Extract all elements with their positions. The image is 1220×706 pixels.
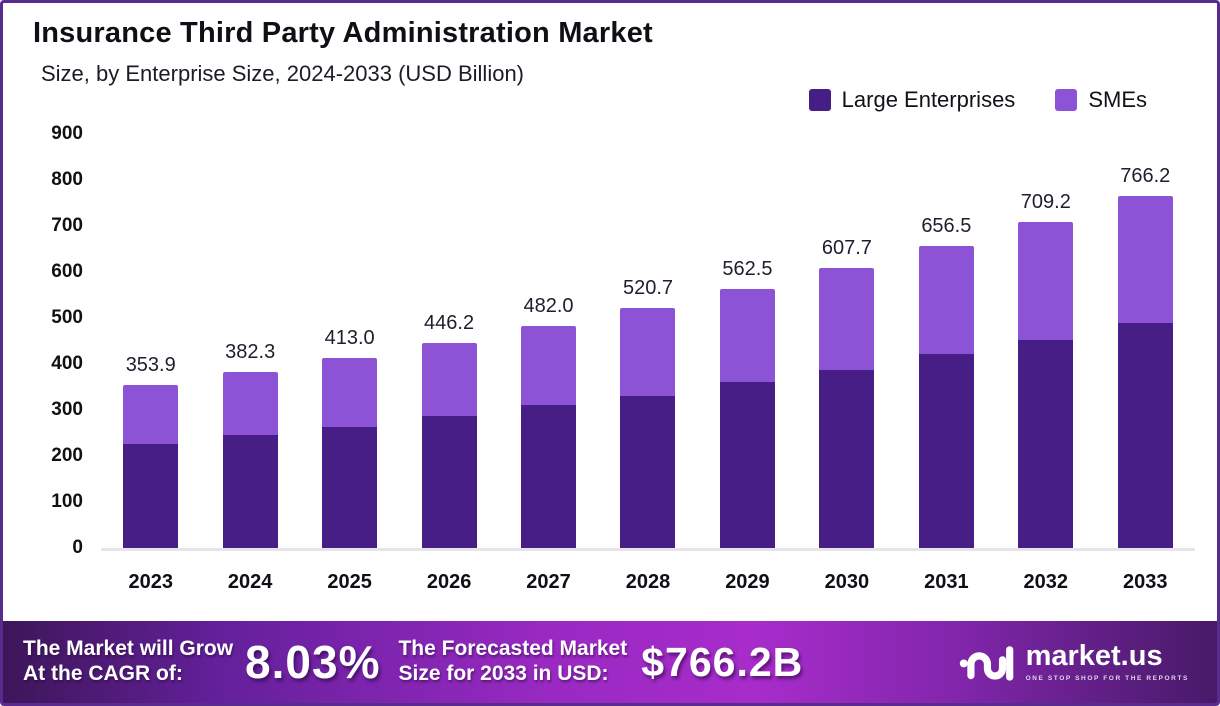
legend-label-smes: SMEs bbox=[1088, 87, 1147, 112]
cagr-label-line2: At the CAGR of: bbox=[23, 662, 183, 685]
bar-segment-large-enterprises-2030 bbox=[819, 369, 875, 548]
bar-segment-large-enterprises-2031 bbox=[918, 354, 974, 548]
bar-value-2029: 562.5 bbox=[722, 258, 773, 281]
x-tick-2030: 2030 bbox=[824, 571, 870, 593]
x-tick-2029: 2029 bbox=[725, 571, 770, 593]
cagr-label: The Market will Grow At the CAGR of: bbox=[23, 637, 233, 687]
bar-value-2033: 766.2 bbox=[1120, 164, 1171, 187]
bar-2024: 382.3 2024 bbox=[222, 134, 278, 593]
bar-2031: 656.5 2031 bbox=[918, 134, 974, 593]
logo-tagline: ONE STOP SHOP FOR THE REPORTS bbox=[1025, 675, 1189, 682]
bar-segment-large-enterprises-2033 bbox=[1117, 323, 1173, 548]
y-tick-700: 700 bbox=[51, 215, 83, 236]
x-tick-2032: 2032 bbox=[1023, 571, 1069, 593]
legend-swatch-smes bbox=[1055, 89, 1078, 111]
bar-segment-large-enterprises-2026 bbox=[421, 416, 477, 548]
bar-segment-large-enterprises-2032 bbox=[1018, 340, 1074, 548]
y-tick-0: 0 bbox=[72, 537, 83, 558]
bar-segment-large-enterprises-2025 bbox=[322, 426, 378, 548]
bar-segment-large-enterprises-2028 bbox=[620, 396, 676, 548]
y-tick-800: 800 bbox=[51, 169, 83, 190]
bar-2032: 709.2 2032 bbox=[1018, 134, 1074, 593]
bar-value-2026: 446.2 bbox=[424, 311, 475, 334]
forecast-label-line2: Size for 2033 in USD: bbox=[398, 662, 609, 685]
bar-segment-smes-2030 bbox=[819, 268, 875, 370]
bar-2027: 482.0 2027 bbox=[521, 134, 577, 593]
y-tick-400: 400 bbox=[51, 353, 83, 374]
bar-2026: 446.2 2026 bbox=[421, 134, 477, 593]
bar-segment-smes-2025 bbox=[322, 358, 378, 427]
bar-segment-large-enterprises-2023 bbox=[123, 444, 179, 548]
x-tick-2025: 2025 bbox=[327, 571, 372, 593]
bar-segment-smes-2032 bbox=[1018, 221, 1074, 341]
chart-title: Insurance Third Party Administration Mar… bbox=[33, 17, 653, 49]
x-tick-2023: 2023 bbox=[128, 571, 173, 593]
bar-segment-smes-2026 bbox=[421, 342, 477, 417]
bar-value-2024: 382.3 bbox=[225, 341, 276, 364]
x-tick-2028: 2028 bbox=[625, 571, 671, 593]
bar-segment-large-enterprises-2029 bbox=[719, 382, 775, 548]
x-tick-2027: 2027 bbox=[526, 571, 571, 593]
bar-2025: 413.0 2025 bbox=[322, 134, 378, 593]
legend-label-large-enterprises: Large Enterprises bbox=[841, 87, 1016, 112]
bar-2028: 520.7 2028 bbox=[620, 134, 676, 593]
marketus-logo: market.us ONE STOP SHOP FOR THE REPORTS bbox=[958, 639, 1197, 685]
plot-area: 353.9 2023 382.3 2024 413.0 2025 446.2 2026 482.… bbox=[101, 134, 1195, 593]
forecast-value: $766.2B bbox=[641, 638, 804, 685]
y-tick-600: 600 bbox=[51, 261, 83, 282]
bar-2030: 607.7 2030 bbox=[819, 134, 875, 593]
legend-item-large-enterprises: Large Enterprises bbox=[808, 87, 1016, 113]
marketus-logo-icon bbox=[959, 646, 1013, 681]
y-tick-300: 300 bbox=[51, 399, 83, 420]
y-tick-900: 900 bbox=[51, 123, 83, 144]
bar-segment-smes-2028 bbox=[620, 308, 676, 397]
bar-value-2031: 656.5 bbox=[921, 215, 972, 238]
bar-value-2027: 482.0 bbox=[523, 295, 574, 318]
y-tick-500: 500 bbox=[51, 307, 83, 328]
logo-text-block: market.us ONE STOP SHOP FOR THE REPORTS bbox=[1025, 640, 1189, 683]
bar-2033: 766.2 2033 bbox=[1117, 134, 1173, 593]
bar-segment-smes-2029 bbox=[719, 289, 775, 383]
x-tick-2033: 2033 bbox=[1123, 571, 1168, 593]
x-tick-2031: 2031 bbox=[924, 571, 969, 593]
bar-segment-large-enterprises-2027 bbox=[521, 405, 577, 548]
bar-segment-large-enterprises-2024 bbox=[222, 435, 278, 548]
bar-value-2023: 353.9 bbox=[125, 354, 176, 377]
logo-text: market.us bbox=[1025, 640, 1163, 672]
x-tick-2024: 2024 bbox=[227, 571, 273, 593]
footer-banner: The Market will Grow At the CAGR of: 8.0… bbox=[3, 621, 1217, 703]
forecast-label-line1: The Forecasted Market bbox=[398, 637, 628, 661]
y-axis: 0 100 200 300 400 500 600 700 800 900 bbox=[17, 123, 83, 558]
bar-2023: 353.9 2023 bbox=[123, 134, 179, 593]
bar-value-2025: 413.0 bbox=[324, 327, 375, 350]
chart-subtitle: Size, by Enterprise Size, 2024-2033 (USD… bbox=[41, 61, 525, 86]
cagr-value: 8.03% bbox=[245, 636, 381, 688]
bar-segment-smes-2024 bbox=[222, 372, 278, 436]
bar-value-2030: 607.7 bbox=[821, 237, 872, 260]
y-tick-200: 200 bbox=[51, 445, 83, 466]
bar-segment-smes-2023 bbox=[123, 385, 179, 445]
bar-value-2028: 520.7 bbox=[622, 277, 674, 300]
legend-swatch-large-enterprises bbox=[808, 89, 831, 111]
forecast-label: The Forecasted Market Size for 2033 in U… bbox=[398, 637, 627, 687]
bar-segment-smes-2027 bbox=[521, 326, 577, 406]
legend: Large Enterprises SMEs bbox=[808, 87, 1147, 113]
x-tick-2026: 2026 bbox=[426, 571, 472, 593]
cagr-label-line1: The Market will Grow bbox=[23, 637, 234, 661]
y-tick-100: 100 bbox=[51, 491, 83, 512]
bar-2029: 562.5 2029 bbox=[719, 134, 775, 593]
legend-item-smes: SMEs bbox=[1055, 87, 1147, 113]
bar-value-2032: 709.2 bbox=[1020, 190, 1071, 213]
bar-segment-smes-2031 bbox=[918, 246, 974, 355]
bar-segment-smes-2033 bbox=[1117, 195, 1173, 324]
